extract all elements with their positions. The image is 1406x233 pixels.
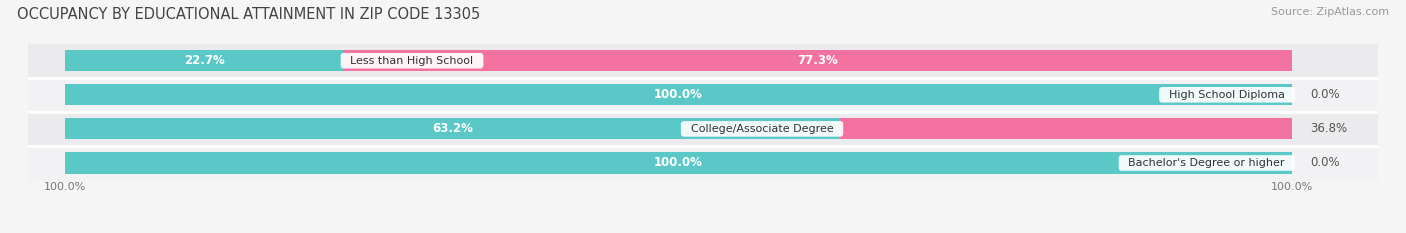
Text: High School Diploma: High School Diploma xyxy=(1161,90,1292,100)
Text: 100.0%: 100.0% xyxy=(44,182,86,192)
Text: 100.0%: 100.0% xyxy=(654,88,703,101)
Text: Bachelor's Degree or higher: Bachelor's Degree or higher xyxy=(1122,158,1292,168)
Bar xyxy=(65,50,343,71)
Text: 0.0%: 0.0% xyxy=(1310,157,1340,169)
Bar xyxy=(28,112,1378,146)
Bar xyxy=(28,146,1378,180)
Text: College/Associate Degree: College/Associate Degree xyxy=(683,124,841,134)
Bar xyxy=(65,50,1292,71)
Text: Source: ZipAtlas.com: Source: ZipAtlas.com xyxy=(1271,7,1389,17)
Text: 77.3%: 77.3% xyxy=(797,54,838,67)
Text: 100.0%: 100.0% xyxy=(654,157,703,169)
Text: OCCUPANCY BY EDUCATIONAL ATTAINMENT IN ZIP CODE 13305: OCCUPANCY BY EDUCATIONAL ATTAINMENT IN Z… xyxy=(17,7,479,22)
Text: 36.8%: 36.8% xyxy=(1310,122,1347,135)
Bar xyxy=(28,44,1378,78)
Bar xyxy=(65,152,1292,174)
Text: 0.0%: 0.0% xyxy=(1310,88,1340,101)
Text: Less than High School: Less than High School xyxy=(343,56,481,66)
Bar xyxy=(841,118,1292,140)
Bar xyxy=(28,78,1378,112)
Text: 22.7%: 22.7% xyxy=(184,54,225,67)
Bar xyxy=(65,84,1292,105)
Bar xyxy=(343,50,1292,71)
Text: 100.0%: 100.0% xyxy=(1271,182,1313,192)
Bar xyxy=(65,152,1292,174)
Bar xyxy=(65,118,841,140)
Bar xyxy=(65,84,1292,105)
Bar xyxy=(65,118,1292,140)
Text: 63.2%: 63.2% xyxy=(432,122,472,135)
